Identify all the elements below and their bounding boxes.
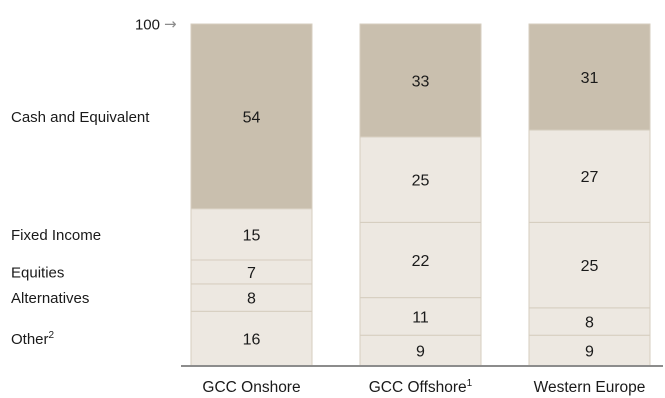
- bar-segment-gcc-offshore-alternatives: [359, 297, 482, 336]
- total-marker-arrow-icon: →: [164, 15, 177, 33]
- data-label-western-europe-cash-and-equivalent: 31: [581, 70, 599, 87]
- category-label-gcc-offshore: GCC Offshore1: [369, 378, 473, 396]
- row-label-other: Other2: [11, 330, 55, 348]
- bar-segment-gcc-onshore-other: [190, 310, 313, 367]
- bar-segment-gcc-onshore-cash-and-equivalent: [190, 23, 313, 210]
- data-label-gcc-onshore-fixed-income: 15: [243, 227, 261, 244]
- bar-segment-gcc-offshore-cash-and-equivalent: [359, 23, 482, 138]
- total-marker-label: 100: [135, 17, 160, 34]
- data-label-western-europe-equities: 25: [581, 258, 599, 275]
- data-label-gcc-onshore-cash-and-equivalent: 54: [243, 109, 261, 126]
- category-label-gcc-onshore: GCC Onshore: [202, 379, 300, 396]
- category-label-western-europe: Western Europe: [534, 379, 646, 396]
- data-label-western-europe-other: 9: [585, 344, 594, 361]
- bar-segment-gcc-offshore-equities: [359, 221, 482, 299]
- bar-segment-western-europe-cash-and-equivalent: [528, 23, 651, 131]
- data-label-gcc-offshore-other: 9: [416, 344, 425, 361]
- data-label-gcc-offshore-equities: 22: [412, 253, 430, 270]
- row-label-alternatives: Alternatives: [11, 290, 89, 307]
- row-label-equities: Equities: [11, 264, 64, 281]
- row-label-cash-and-equivalent: Cash and Equivalent: [11, 109, 150, 126]
- data-label-gcc-offshore-alternatives: 11: [412, 309, 429, 326]
- data-label-gcc-offshore-fixed-income: 25: [412, 173, 430, 190]
- row-label-fixed-income: Fixed Income: [11, 227, 101, 244]
- bar-segment-western-europe-alternatives: [528, 307, 651, 336]
- data-label-western-europe-fixed-income: 27: [581, 169, 599, 186]
- data-label-gcc-onshore-other: 16: [243, 332, 261, 349]
- bar-segment-western-europe-fixed-income: [528, 129, 651, 223]
- bar-segment-gcc-onshore-fixed-income: [190, 208, 313, 261]
- bar-segment-western-europe-equities: [528, 221, 651, 309]
- data-label-gcc-onshore-equities: 7: [247, 265, 256, 282]
- data-label-gcc-onshore-alternatives: 8: [247, 291, 256, 308]
- data-label-gcc-offshore-cash-and-equivalent: 33: [412, 73, 430, 90]
- data-label-western-europe-alternatives: 8: [585, 315, 594, 332]
- bar-segment-gcc-onshore-alternatives: [190, 283, 313, 312]
- bar-segment-gcc-offshore-fixed-income: [359, 136, 482, 223]
